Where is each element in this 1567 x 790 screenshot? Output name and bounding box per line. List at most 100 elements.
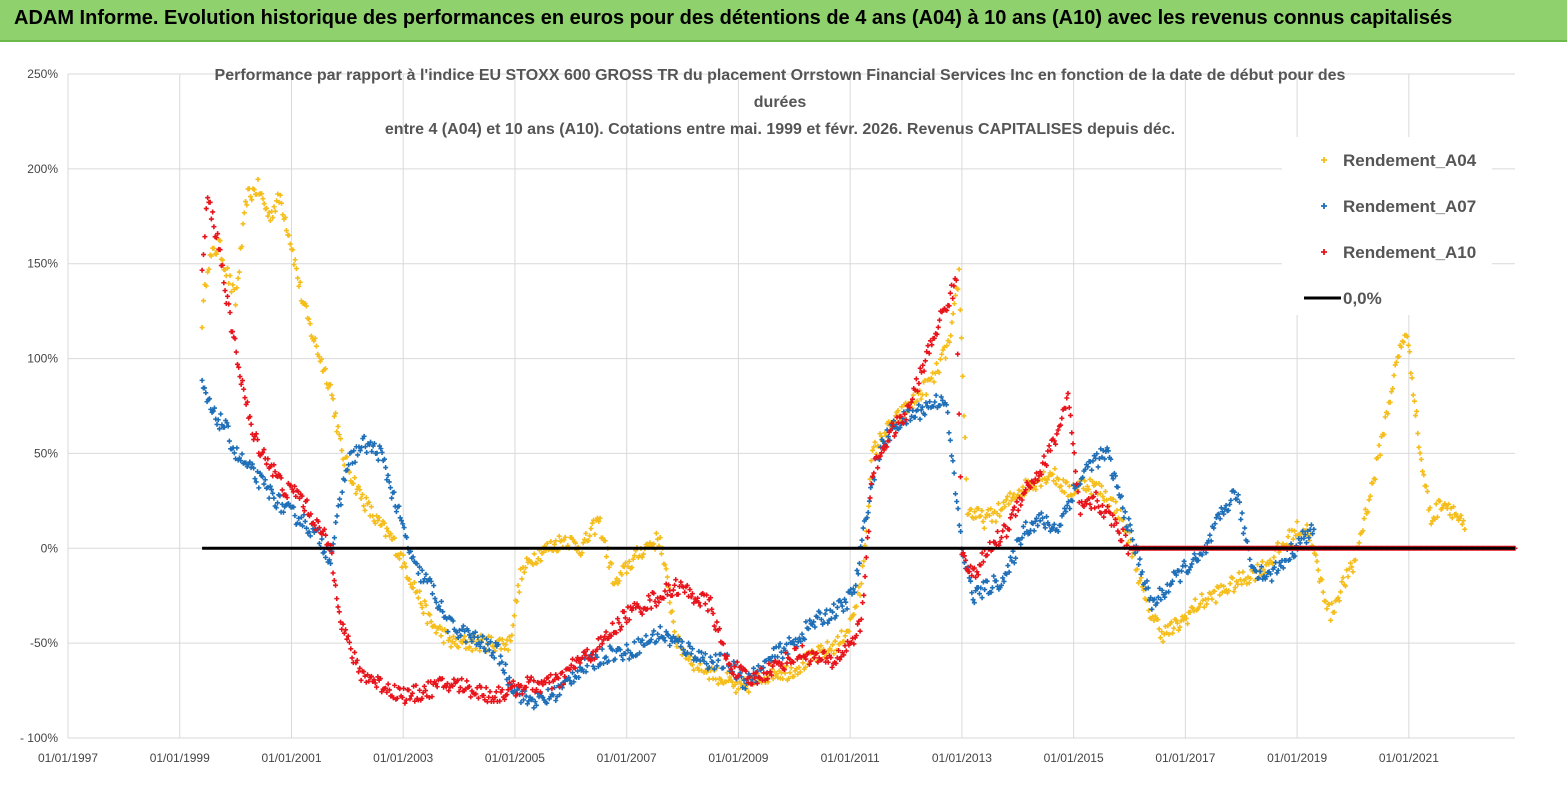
- data-point: [450, 618, 456, 624]
- data-point: [1052, 466, 1058, 472]
- data-point: [856, 560, 862, 566]
- data-point: [300, 523, 306, 529]
- data-point: [208, 253, 214, 259]
- data-point: [348, 449, 354, 455]
- data-point: [1404, 334, 1410, 340]
- data-point: [252, 476, 258, 482]
- data-point: [993, 578, 999, 584]
- data-point: [1061, 490, 1067, 496]
- data-point: [988, 506, 994, 512]
- data-point: [860, 525, 866, 531]
- data-point: [811, 619, 817, 625]
- data-point: [540, 682, 546, 688]
- data-point: [941, 344, 947, 350]
- x-tick-label: 01/01/2005: [485, 751, 545, 765]
- data-point: [732, 664, 738, 670]
- data-point: [1100, 494, 1106, 500]
- data-point: [437, 623, 443, 629]
- data-point: [1043, 480, 1049, 486]
- data-point: [828, 655, 834, 661]
- data-point: [477, 643, 483, 649]
- data-point: [1102, 456, 1108, 462]
- data-point: [200, 298, 206, 304]
- data-point: [248, 421, 254, 427]
- data-point: [735, 673, 741, 679]
- data-point: [261, 201, 267, 207]
- data-point: [1015, 492, 1021, 498]
- data-point: [783, 650, 789, 656]
- data-point: [818, 616, 824, 622]
- data-point: [410, 585, 416, 591]
- data-point: [1011, 504, 1017, 510]
- data-point: [199, 325, 205, 331]
- data-point: [599, 646, 605, 652]
- data-point: [374, 513, 380, 519]
- data-point: [1160, 592, 1166, 598]
- data-point: [983, 515, 989, 521]
- x-tick-label: 01/01/2007: [597, 751, 657, 765]
- data-point: [1114, 507, 1120, 513]
- data-point: [202, 385, 208, 391]
- data-point: [1015, 507, 1021, 513]
- data-point: [1087, 501, 1093, 507]
- data-point: [692, 654, 698, 660]
- data-point: [330, 396, 336, 402]
- data-point: [336, 609, 342, 615]
- data-point: [973, 515, 979, 521]
- data-point: [1247, 556, 1253, 562]
- data-point: [233, 302, 239, 308]
- data-point: [718, 651, 724, 657]
- data-point: [1196, 604, 1202, 610]
- data-point: [335, 423, 341, 429]
- data-series: [199, 176, 1518, 711]
- data-point: [1216, 511, 1222, 517]
- data-point: [655, 631, 661, 637]
- data-point: [1410, 392, 1416, 398]
- data-point: [984, 552, 990, 558]
- data-point: [492, 694, 498, 700]
- data-point: [278, 475, 284, 481]
- data-point: [361, 503, 367, 509]
- data-point: [1292, 528, 1298, 534]
- data-point: [907, 417, 913, 423]
- data-point: [1040, 460, 1046, 466]
- data-point: [1462, 526, 1468, 532]
- data-point: [597, 644, 603, 650]
- data-point: [786, 675, 792, 681]
- data-point: [264, 205, 270, 211]
- data-point: [288, 482, 294, 488]
- data-point: [530, 696, 536, 702]
- data-point: [323, 554, 329, 560]
- data-point: [608, 633, 614, 639]
- data-point: [825, 659, 831, 665]
- data-point: [832, 638, 838, 644]
- data-point: [335, 503, 341, 509]
- data-point: [793, 666, 799, 672]
- data-point: [921, 368, 927, 374]
- data-point: [1081, 503, 1087, 509]
- data-point: [1173, 617, 1179, 623]
- data-point: [1065, 390, 1071, 396]
- data-point: [326, 557, 332, 563]
- data-point: [989, 585, 995, 591]
- data-point: [255, 437, 261, 443]
- data-point: [1051, 521, 1057, 527]
- data-point: [819, 657, 825, 663]
- data-point: [910, 392, 916, 398]
- data-point: [651, 541, 657, 547]
- data-point: [1055, 476, 1061, 482]
- data-point: [433, 630, 439, 636]
- data-point: [1458, 512, 1464, 518]
- data-point: [218, 411, 224, 417]
- data-point: [1099, 454, 1105, 460]
- data-point: [946, 430, 952, 436]
- data-point: [286, 232, 292, 238]
- data-point: [1258, 572, 1264, 578]
- data-point: [1088, 491, 1094, 497]
- data-point: [838, 599, 844, 605]
- data-point: [232, 336, 238, 342]
- data-point: [265, 213, 271, 219]
- data-point: [1225, 507, 1231, 513]
- data-point: [523, 693, 529, 699]
- data-point: [596, 518, 602, 524]
